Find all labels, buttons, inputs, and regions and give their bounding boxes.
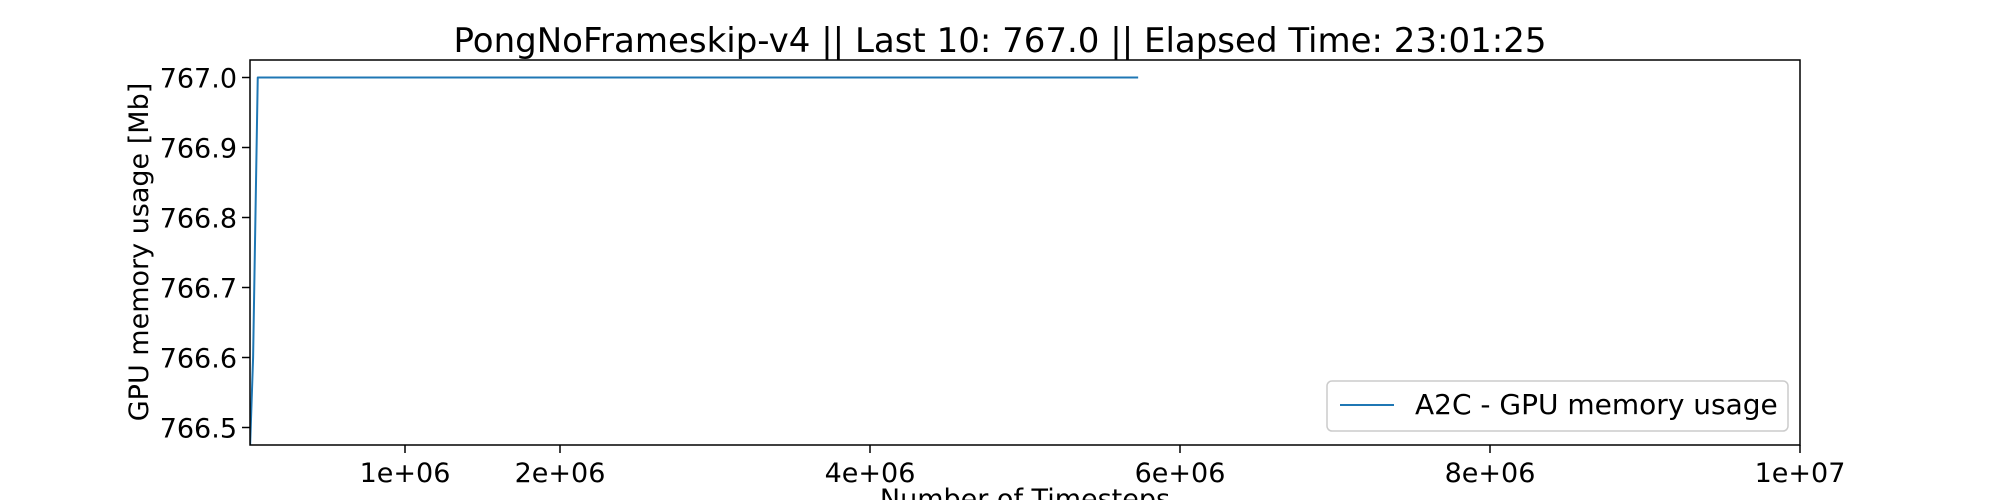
chart-title: PongNoFrameskip-v4 || Last 10: 767.0 || …: [453, 21, 1546, 61]
y-tick-label: 766.5: [160, 414, 237, 445]
series-layer: [250, 76, 1139, 445]
legend-box: [1326, 380, 1789, 432]
x-tick-label: 8e+06: [1445, 458, 1536, 489]
y-tick-label: 766.8: [160, 204, 237, 235]
y-axis-label: GPU memory usage [Mb]: [124, 83, 155, 422]
series-line: [250, 76, 1139, 445]
y-tick-label: 766.9: [160, 134, 237, 165]
x-axis: 1e+06 2e+06 4e+06 6e+06 8e+06 1e+07: [360, 445, 1846, 489]
y-tick-label: 766.6: [160, 344, 237, 375]
x-tick-label: 6e+06: [1135, 458, 1226, 489]
x-tick-label: 4e+06: [825, 458, 916, 489]
x-tick-label: 1e+06: [360, 458, 451, 489]
plot-frame: [249, 59, 1801, 446]
legend: A2C - GPU memory usage: [1326, 380, 1789, 432]
y-tick-label: 766.7: [160, 274, 237, 305]
x-axis-label: Number of Timesteps: [880, 484, 1170, 500]
legend-label: A2C - GPU memory usage: [1415, 388, 1778, 421]
y-tick-label: 767.0: [160, 64, 237, 95]
x-tick-label: 2e+06: [515, 458, 606, 489]
x-tick-label: 1e+07: [1755, 458, 1846, 489]
y-axis: 766.5 766.6 766.7 766.8 766.9 767.0: [160, 64, 250, 445]
